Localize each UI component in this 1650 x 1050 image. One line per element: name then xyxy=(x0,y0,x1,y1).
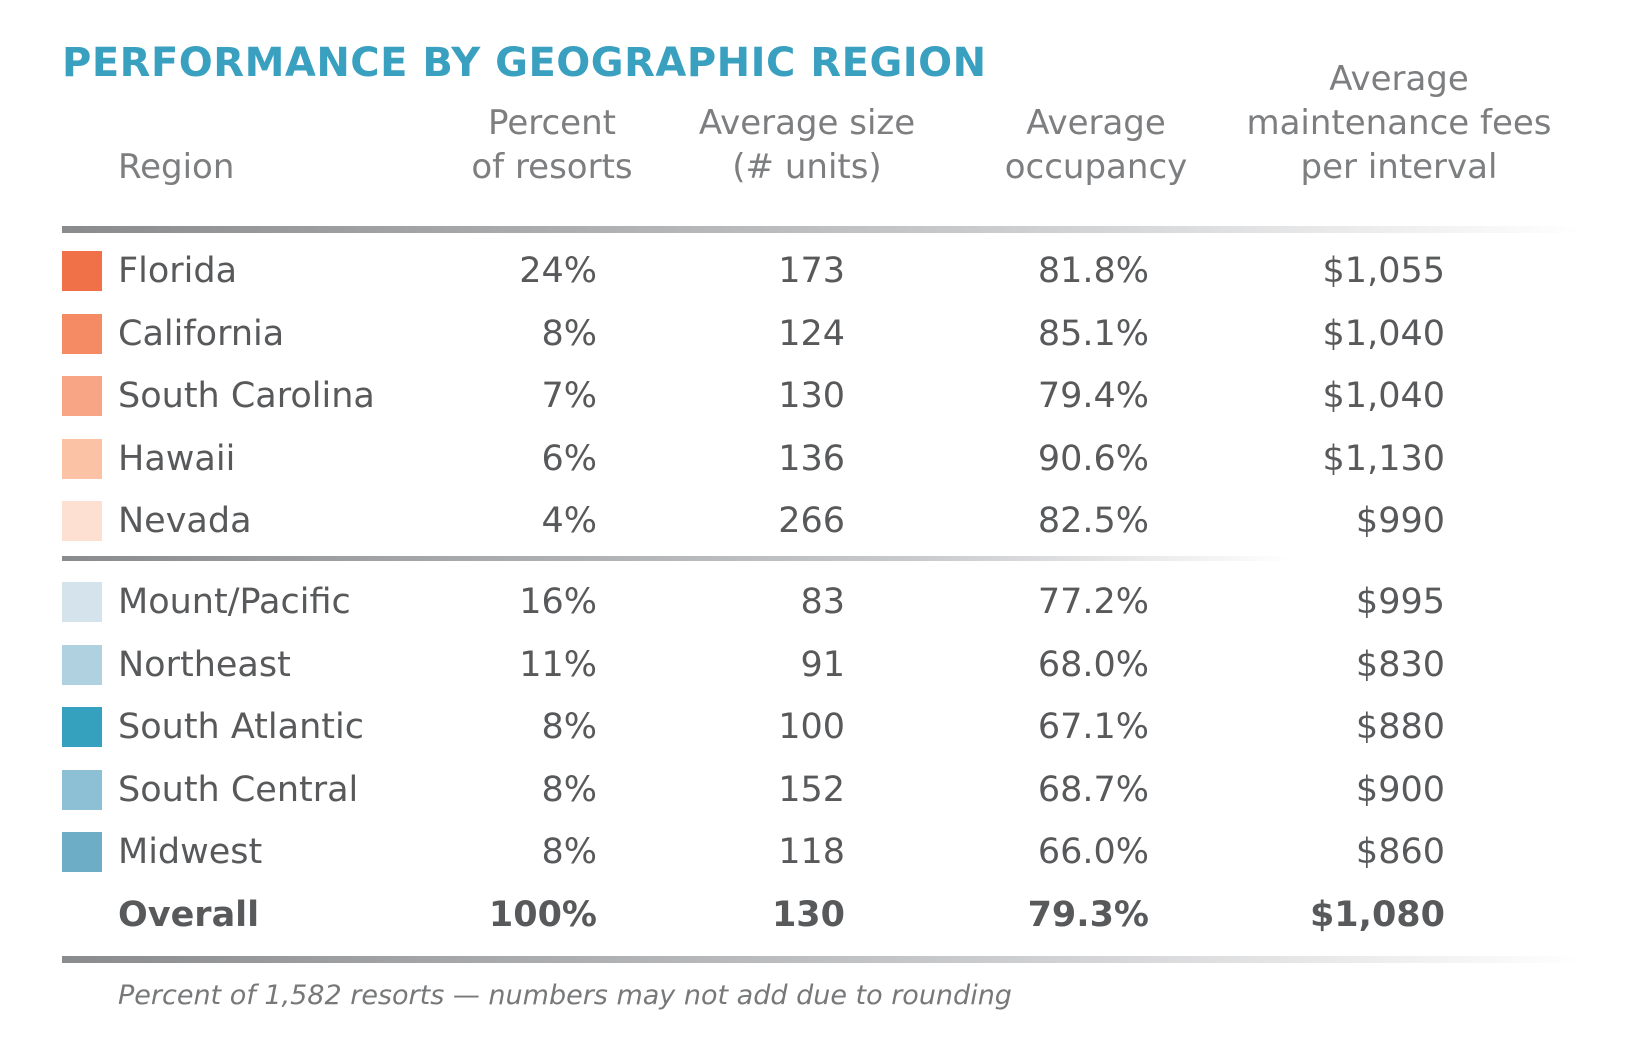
cell-value: 8% xyxy=(541,707,597,747)
region-swatch xyxy=(62,707,102,747)
region-swatch xyxy=(62,769,102,810)
cell-value: 68.7% xyxy=(1037,769,1149,810)
cell-value: $990 xyxy=(1355,501,1445,541)
column-header: occupancy xyxy=(1004,147,1188,187)
cell-value: 173 xyxy=(778,251,845,291)
cell-value: 130 xyxy=(771,895,845,935)
cell-value: 6% xyxy=(541,438,597,479)
region-name: South Atlantic xyxy=(118,707,364,747)
cell-value: $1,080 xyxy=(1309,895,1445,935)
cell-value: 90.6% xyxy=(1037,438,1149,479)
region-swatch xyxy=(62,582,102,622)
cell-value: $995 xyxy=(1355,582,1445,622)
cell-value: 67.1% xyxy=(1037,707,1149,747)
cell-value: 136 xyxy=(778,438,845,479)
cell-value: $860 xyxy=(1355,832,1445,872)
cell-value: 82.5% xyxy=(1037,501,1149,541)
column-header: Average size xyxy=(698,103,916,143)
region-name: California xyxy=(118,313,285,354)
region-swatch xyxy=(62,832,102,872)
cell-value: $1,055 xyxy=(1322,251,1445,291)
cell-value: 68.0% xyxy=(1037,644,1149,685)
cell-value: 66.0% xyxy=(1037,832,1149,872)
cell-value: $880 xyxy=(1355,707,1445,747)
cell-value: 11% xyxy=(519,644,597,685)
cell-value: 79.4% xyxy=(1037,376,1149,416)
region-swatch xyxy=(62,438,102,479)
group-rule xyxy=(62,556,1292,561)
column-header: Average xyxy=(1329,59,1469,99)
region-name: Mount/Pacific xyxy=(118,582,351,622)
region-name: Hawaii xyxy=(118,438,236,479)
header-rule xyxy=(62,226,1582,233)
cell-value: 24% xyxy=(519,251,597,291)
region-swatch xyxy=(62,251,102,291)
cell-value: 16% xyxy=(519,582,597,622)
cell-value: 77.2% xyxy=(1037,582,1149,622)
region-name: Florida xyxy=(118,251,238,291)
cell-value: 83 xyxy=(800,582,845,622)
cell-value: 8% xyxy=(541,313,597,354)
region-name: South Carolina xyxy=(118,376,375,416)
region-name: South Central xyxy=(118,769,359,810)
column-header: Percent xyxy=(488,103,616,143)
column-header: Region xyxy=(118,147,235,187)
column-header: per interval xyxy=(1300,147,1498,187)
region-name: Overall xyxy=(118,895,260,935)
column-header: (# units) xyxy=(732,147,882,187)
cell-value: 91 xyxy=(800,644,845,685)
column-header: maintenance fees xyxy=(1246,103,1552,143)
cell-value: $830 xyxy=(1355,644,1445,685)
cell-value: 124 xyxy=(778,313,845,354)
region-swatch xyxy=(62,644,102,685)
column-header: of resorts xyxy=(471,147,633,187)
cell-value: 8% xyxy=(541,769,597,810)
cell-value: 152 xyxy=(778,769,845,810)
cell-value: 79.3% xyxy=(1027,895,1149,935)
region-name: Northeast xyxy=(118,644,291,685)
cell-value: 100 xyxy=(778,707,845,747)
footer-rule xyxy=(62,956,1582,963)
cell-value: 100% xyxy=(488,895,597,935)
footnote: Percent of 1,582 resorts — numbers may n… xyxy=(118,980,1012,1011)
cell-value: 81.8% xyxy=(1037,251,1149,291)
region-name: Nevada xyxy=(118,501,252,541)
cell-value: 130 xyxy=(778,376,845,416)
cell-value: 7% xyxy=(541,376,597,416)
column-header: Average xyxy=(1026,103,1166,143)
title: PERFORMANCE BY GEOGRAPHIC REGION xyxy=(62,40,987,86)
region-swatch xyxy=(62,376,102,416)
cell-value: $1,040 xyxy=(1322,313,1445,354)
region-swatch xyxy=(62,501,102,541)
cell-value: 4% xyxy=(541,501,597,541)
cell-value: $1,040 xyxy=(1322,376,1445,416)
region-name: Midwest xyxy=(118,832,263,872)
cell-value: 266 xyxy=(778,501,845,541)
region-swatch xyxy=(62,313,102,354)
cell-value: 85.1% xyxy=(1037,313,1149,354)
cell-value: 118 xyxy=(778,832,845,872)
cell-value: $900 xyxy=(1355,769,1445,810)
cell-value: $1,130 xyxy=(1322,438,1445,479)
cell-value: 8% xyxy=(541,832,597,872)
